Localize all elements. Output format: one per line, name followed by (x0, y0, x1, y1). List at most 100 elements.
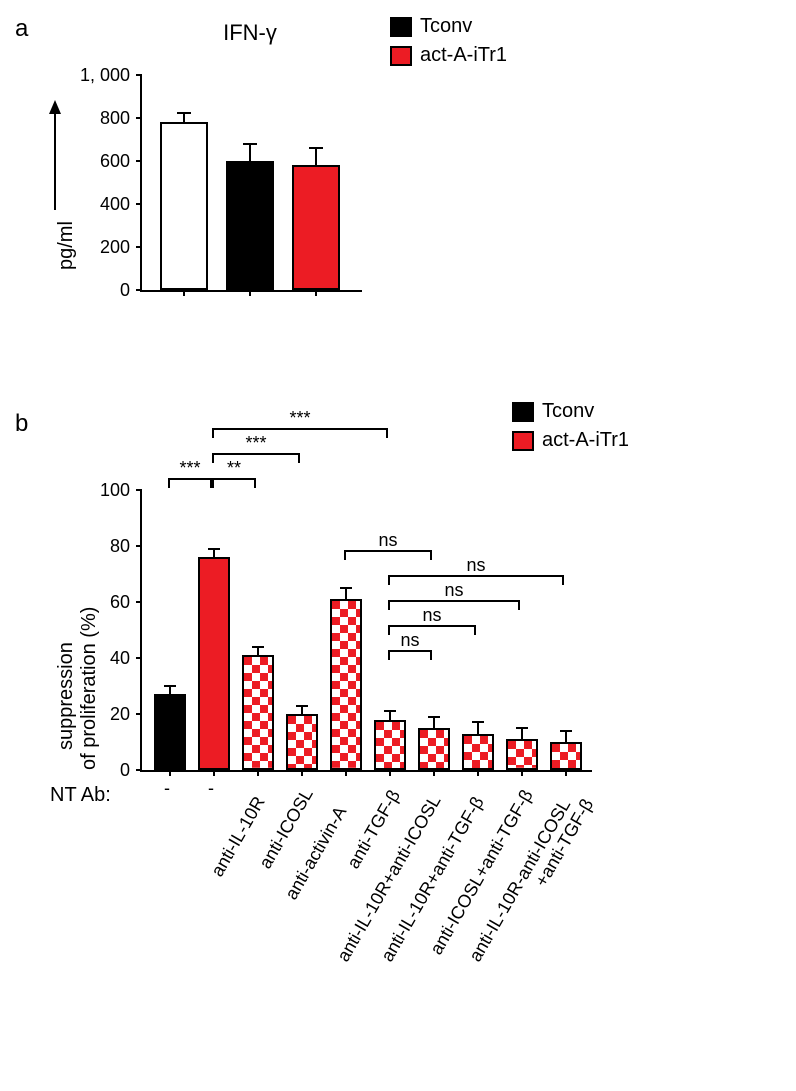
panel-a-arrow-icon (45, 100, 65, 210)
panel-b-xtick (301, 770, 303, 776)
panel-a-bar-control (160, 122, 208, 290)
significance-text: ns (444, 580, 463, 601)
panel-a-ytick-label: 800 (70, 108, 130, 129)
panel-a-ytick (136, 117, 142, 119)
panel-b-errbar (169, 686, 171, 694)
panel-b-bar-act-A-iTr1 (198, 557, 230, 770)
panel-b-ytick (136, 489, 142, 491)
panel-b-errcap (428, 716, 440, 718)
legend-item-tconv: Tconv (390, 15, 507, 38)
panel-b-xlabel: anti-IL-10R (207, 793, 270, 881)
panel-b-errcap (252, 646, 264, 648)
panel-b-bar-combo2 (462, 734, 494, 770)
significance-text: *** (179, 458, 200, 479)
panel-b-bar-Tconv (154, 694, 186, 770)
panel-a-ytick (136, 203, 142, 205)
panel-b-xlabel: - (208, 778, 214, 799)
panel-b-errbar (521, 728, 523, 739)
panel-b-errcap (384, 710, 396, 712)
panel-b-ytick (136, 657, 142, 659)
panel-b-errbar (433, 717, 435, 728)
panel-b-errbar (257, 647, 259, 655)
panel-a-ytick-label: 200 (70, 237, 130, 258)
nt-ab-label: NT Ab: (50, 784, 111, 807)
panel-a-ytick (136, 160, 142, 162)
legend-label-itr1: act-A-iTr1 (420, 44, 507, 67)
panel-a-errcap (243, 143, 257, 145)
panel-a-ytick-label: 600 (70, 151, 130, 172)
panel-b-ytick-label: 0 (90, 760, 130, 781)
panel-b-ytick-label: 40 (90, 648, 130, 669)
legend-b-label-tconv: Tconv (542, 400, 594, 423)
panel-a-xtick (183, 290, 185, 296)
legend-b-swatch-tconv (512, 402, 534, 422)
panel-b-ytick-label: 80 (90, 536, 130, 557)
panel-b-chart (140, 490, 592, 772)
panel-a-errcap (177, 112, 191, 114)
panel-a-label: a (15, 15, 28, 43)
panel-a-xtick (249, 290, 251, 296)
panel-b-errcap (516, 727, 528, 729)
panel-b-bar-combo1 (418, 728, 450, 770)
panel-a-xtick (315, 290, 317, 296)
panel-b-errbar (213, 549, 215, 557)
panel-b-xtick (433, 770, 435, 776)
panel-a-bar-act-A-iTr1 (292, 165, 340, 290)
panel-a-ytick-label: 0 (70, 280, 130, 301)
panel-b-xtick (169, 770, 171, 776)
significance-text: ns (466, 555, 485, 576)
panel-b-bar-anti-activin-A (330, 599, 362, 770)
significance-text: ** (227, 458, 241, 479)
panel-a-errbar (183, 113, 185, 123)
legend-item-itr1: act-A-iTr1 (390, 44, 507, 67)
panel-b-errbar (389, 711, 391, 719)
legend-b-swatch-itr1 (512, 431, 534, 451)
panel-b-errbar (345, 588, 347, 599)
panel-a-ytick-label: 400 (70, 194, 130, 215)
panel-b-bar-anti-TGF-b (374, 720, 406, 770)
panel-a-ytick (136, 74, 142, 76)
panel-b-errcap (296, 705, 308, 707)
panel-b-errcap (560, 730, 572, 732)
panel-a-errbar (249, 144, 251, 161)
panel-b-xtick (345, 770, 347, 776)
panel-a-ytick (136, 246, 142, 248)
panel-a-ytick-label: 1, 000 (70, 65, 130, 86)
panel-b-errbar (301, 706, 303, 714)
legend-a: Tconv act-A-iTr1 (390, 15, 507, 73)
panel-b-bar-anti-ICOSL (286, 714, 318, 770)
panel-b-ytick-label: 60 (90, 592, 130, 613)
panel-b-ylabel-2: of proliferation (%) (78, 607, 101, 770)
figure: a IFN-γ Tconv act-A-iTr1 pg/ml b Tconv a… (0, 0, 796, 1091)
panel-a-ytick (136, 289, 142, 291)
panel-b-xlabel: - (164, 778, 170, 799)
legend-swatch-itr1 (390, 46, 412, 66)
panel-b-ytick (136, 601, 142, 603)
panel-b-xtick (521, 770, 523, 776)
panel-b-ytick-label: 100 (90, 480, 130, 501)
legend-b-item-tconv: Tconv (512, 400, 629, 423)
panel-b-xtick (213, 770, 215, 776)
panel-b-ylabel-1: suppression (55, 642, 78, 750)
panel-b-xtick (477, 770, 479, 776)
panel-a-chart (140, 75, 362, 292)
panel-b-errcap (164, 685, 176, 687)
panel-b-ytick-label: 20 (90, 704, 130, 725)
panel-b-ytick (136, 713, 142, 715)
panel-b-bar-combo3 (506, 739, 538, 770)
legend-b: Tconv act-A-iTr1 (512, 400, 629, 458)
panel-b-xtick (389, 770, 391, 776)
significance-text: ns (422, 605, 441, 626)
panel-b-errcap (340, 587, 352, 589)
panel-b-errbar (565, 731, 567, 742)
panel-b-errcap (472, 721, 484, 723)
panel-b-bar-anti-IL-10R (242, 655, 274, 770)
significance-text: *** (289, 408, 310, 429)
legend-b-item-itr1: act-A-iTr1 (512, 429, 629, 452)
panel-b-xtick (257, 770, 259, 776)
panel-b-label: b (15, 410, 28, 438)
panel-b-errcap (208, 548, 220, 550)
panel-b-ytick (136, 545, 142, 547)
panel-a-errbar (315, 148, 317, 165)
significance-text: ns (378, 530, 397, 551)
